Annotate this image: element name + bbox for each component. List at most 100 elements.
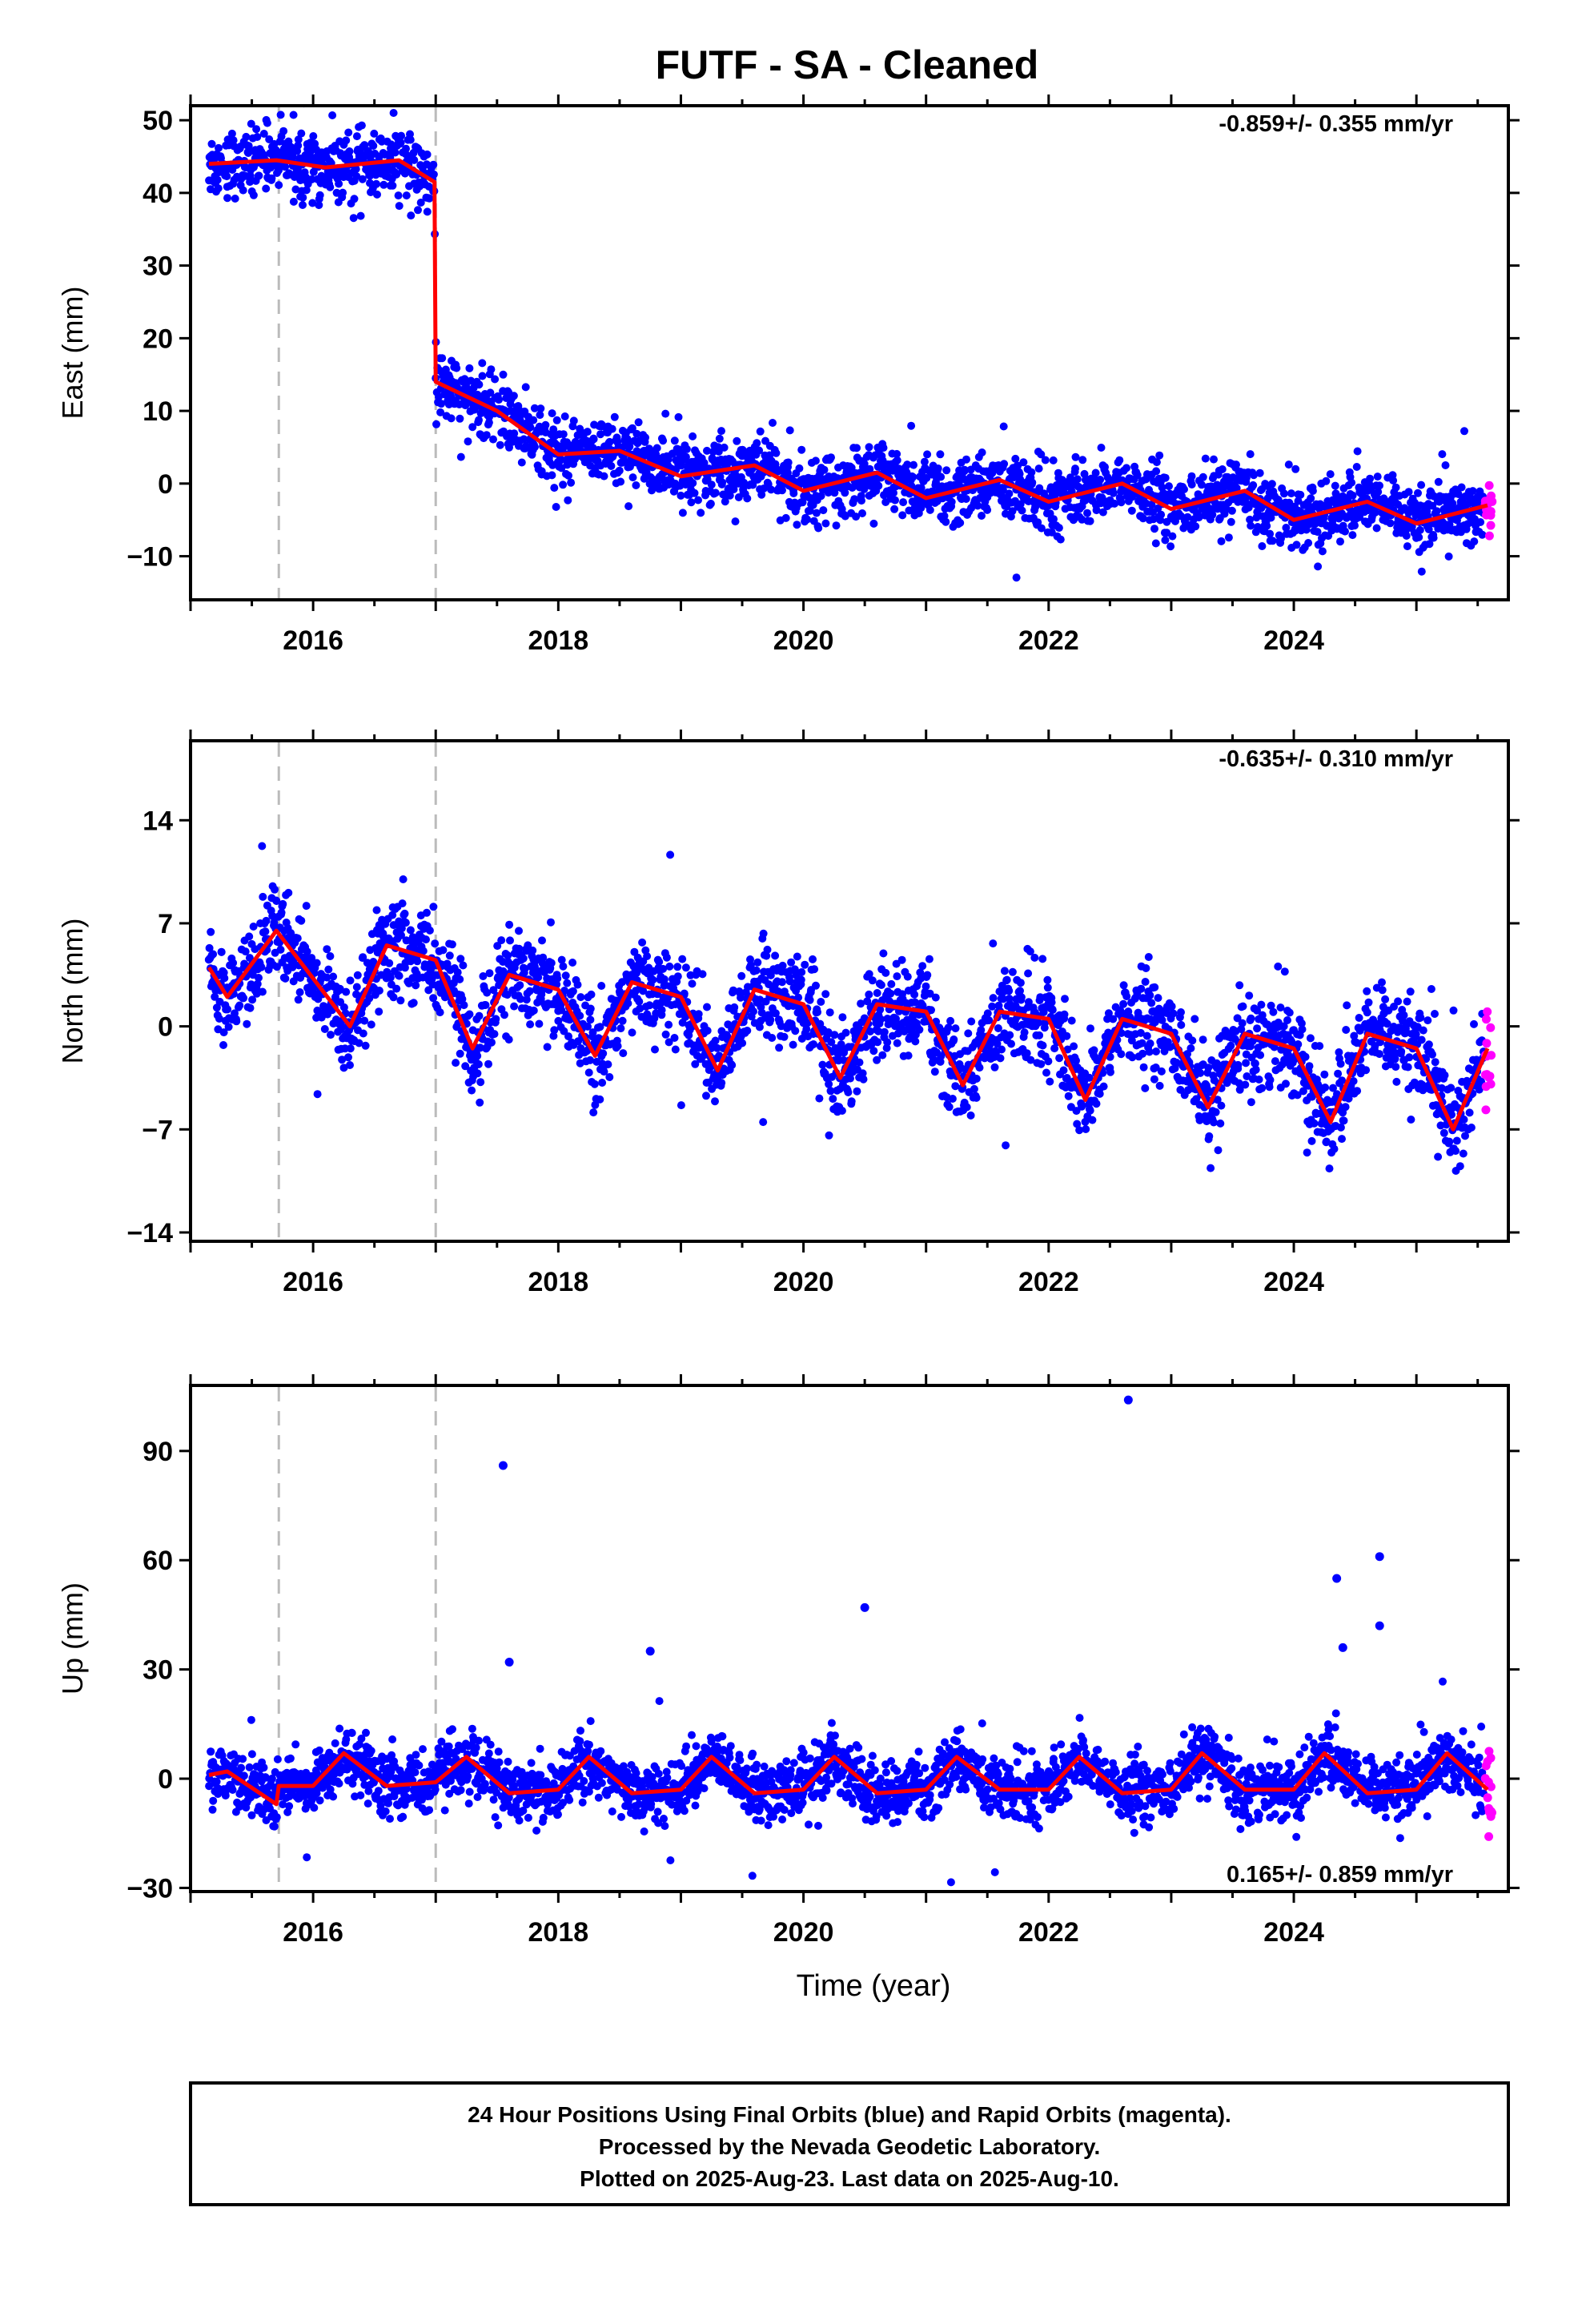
data-point <box>1417 567 1426 576</box>
data-point <box>275 166 283 175</box>
data-point <box>493 942 502 951</box>
data-point <box>568 959 577 967</box>
data-point <box>1293 1091 1302 1100</box>
data-point <box>1155 451 1164 460</box>
data-point <box>841 1028 850 1037</box>
data-point <box>838 1013 847 1022</box>
data-point <box>619 1049 628 1058</box>
data-point <box>662 953 671 962</box>
data-point <box>868 976 877 985</box>
data-point <box>962 1103 971 1112</box>
data-point <box>346 1061 354 1069</box>
data-point <box>1238 1019 1247 1027</box>
data-point <box>294 141 303 150</box>
data-point <box>452 364 461 372</box>
data-point <box>329 972 338 981</box>
data-point <box>1227 506 1236 515</box>
data-point <box>353 971 362 979</box>
data-point <box>1227 517 1235 526</box>
data-point <box>1115 456 1124 464</box>
data-point <box>1263 521 1271 530</box>
data-point <box>1109 489 1118 497</box>
data-point <box>489 986 498 995</box>
data-point <box>1386 519 1395 528</box>
data-point <box>755 446 764 455</box>
data-point <box>1191 522 1200 531</box>
data-point <box>1091 468 1100 477</box>
data-point <box>438 354 447 363</box>
rapid-point <box>1486 521 1496 530</box>
data-point <box>335 984 344 993</box>
data-point <box>281 974 290 983</box>
data-point <box>478 372 487 380</box>
data-point <box>232 1017 241 1026</box>
data-point <box>1019 458 1028 467</box>
data-point <box>737 971 746 980</box>
data-point <box>276 111 285 119</box>
data-point <box>432 420 440 428</box>
data-point <box>576 993 585 1002</box>
data-point <box>344 128 353 137</box>
data-point <box>865 464 874 473</box>
data-point <box>1073 475 1082 484</box>
data-point <box>439 946 448 955</box>
data-point <box>1434 477 1443 486</box>
data-point <box>268 911 277 920</box>
data-point <box>550 1026 559 1035</box>
data-point <box>522 995 531 1004</box>
data-point <box>1304 539 1313 547</box>
data-point <box>999 995 1008 1003</box>
data-point <box>809 955 817 963</box>
data-point <box>276 945 285 954</box>
data-point <box>1297 1019 1306 1027</box>
data-point <box>1147 501 1156 509</box>
data-point <box>964 1029 973 1038</box>
data-point <box>1141 1084 1150 1092</box>
data-point <box>769 419 777 427</box>
data-point <box>1122 992 1131 1001</box>
data-point <box>956 518 965 527</box>
data-point <box>429 994 438 1003</box>
data-point <box>641 433 649 442</box>
data-point <box>339 1063 348 1072</box>
data-point <box>869 1047 878 1055</box>
data-point <box>1310 1119 1319 1128</box>
data-point <box>893 1039 901 1047</box>
data-point <box>1217 537 1226 545</box>
data-point <box>456 452 465 461</box>
data-point <box>904 1051 913 1060</box>
data-point <box>1279 1022 1288 1031</box>
data-point <box>515 927 523 935</box>
data-point <box>605 1073 614 1081</box>
data-point <box>342 987 351 996</box>
data-point <box>1403 542 1411 551</box>
data-point <box>605 437 614 446</box>
data-point <box>212 1003 221 1012</box>
rapid-point <box>1484 480 1494 490</box>
data-point <box>1331 481 1339 490</box>
data-point <box>1026 947 1034 956</box>
data-point <box>259 892 267 901</box>
data-point <box>504 951 512 960</box>
data-point <box>573 980 582 989</box>
data-point <box>288 963 297 971</box>
data-point <box>391 148 400 157</box>
data-point <box>897 955 906 964</box>
data-point <box>1239 1002 1247 1011</box>
data-point <box>817 492 825 501</box>
data-point <box>1138 1049 1147 1058</box>
data-point <box>677 491 685 500</box>
data-point <box>632 481 640 489</box>
data-point <box>1157 1067 1166 1076</box>
data-point <box>600 1068 608 1076</box>
data-point <box>315 191 324 199</box>
data-point <box>407 211 416 220</box>
data-point <box>476 1078 485 1087</box>
data-point <box>1417 480 1426 489</box>
data-point <box>857 497 865 505</box>
data-point <box>1283 1016 1291 1024</box>
data-point <box>398 899 407 908</box>
data-point <box>1139 1063 1148 1072</box>
data-point <box>703 1027 712 1035</box>
